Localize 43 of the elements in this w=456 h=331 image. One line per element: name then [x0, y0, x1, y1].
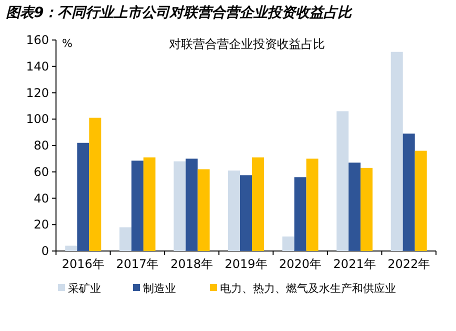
legend-label: 电力、热力、燃气及水生产和供应业 [220, 282, 396, 295]
y-axis-title: % [62, 37, 72, 50]
bar [252, 157, 264, 251]
y-tick-label: 80 [34, 138, 49, 152]
y-tick-label: 40 [34, 191, 49, 206]
bar [306, 158, 318, 251]
bar [77, 142, 90, 251]
bar [186, 158, 198, 251]
bar [89, 118, 102, 251]
bar [414, 150, 427, 251]
x-tick-label: 2022年 [388, 257, 430, 271]
chart-subtitle: 对联营合营企业投资收益占比 [169, 37, 325, 51]
y-tick-label: 60 [34, 164, 49, 179]
bar [228, 170, 240, 251]
y-tick-label: 0 [41, 244, 49, 258]
bar [336, 111, 349, 251]
bar [198, 169, 210, 251]
bar [131, 160, 144, 251]
bar [119, 227, 132, 251]
bar [348, 162, 361, 251]
y-tick-label: 100 [26, 112, 49, 126]
x-tick-label: 2017年 [116, 257, 159, 271]
x-tick-label: 2016年 [62, 257, 104, 271]
y-tick-label: 20 [34, 218, 49, 232]
bar [65, 246, 78, 251]
bar [282, 236, 294, 251]
legend-label: 采矿业 [68, 282, 101, 295]
bar [390, 52, 403, 251]
x-tick-label: 2018年 [170, 257, 213, 271]
bar [360, 168, 373, 251]
bar [402, 134, 415, 251]
x-tick-label: 2021年 [333, 257, 376, 271]
bar [174, 161, 186, 251]
bar [143, 157, 156, 251]
y-tick-label: 140 [26, 59, 49, 74]
bar [240, 175, 252, 251]
bar [294, 177, 306, 251]
chart-title: 图表9：不同行业上市公司对联营合营企业投资收益占比 [6, 4, 354, 21]
y-tick-label: 120 [26, 86, 49, 100]
x-tick-label: 2020年 [279, 257, 322, 271]
x-tick-label: 2019年 [224, 257, 268, 271]
y-tick-label: 160 [26, 33, 49, 47]
legend-label: 制造业 [143, 282, 176, 295]
